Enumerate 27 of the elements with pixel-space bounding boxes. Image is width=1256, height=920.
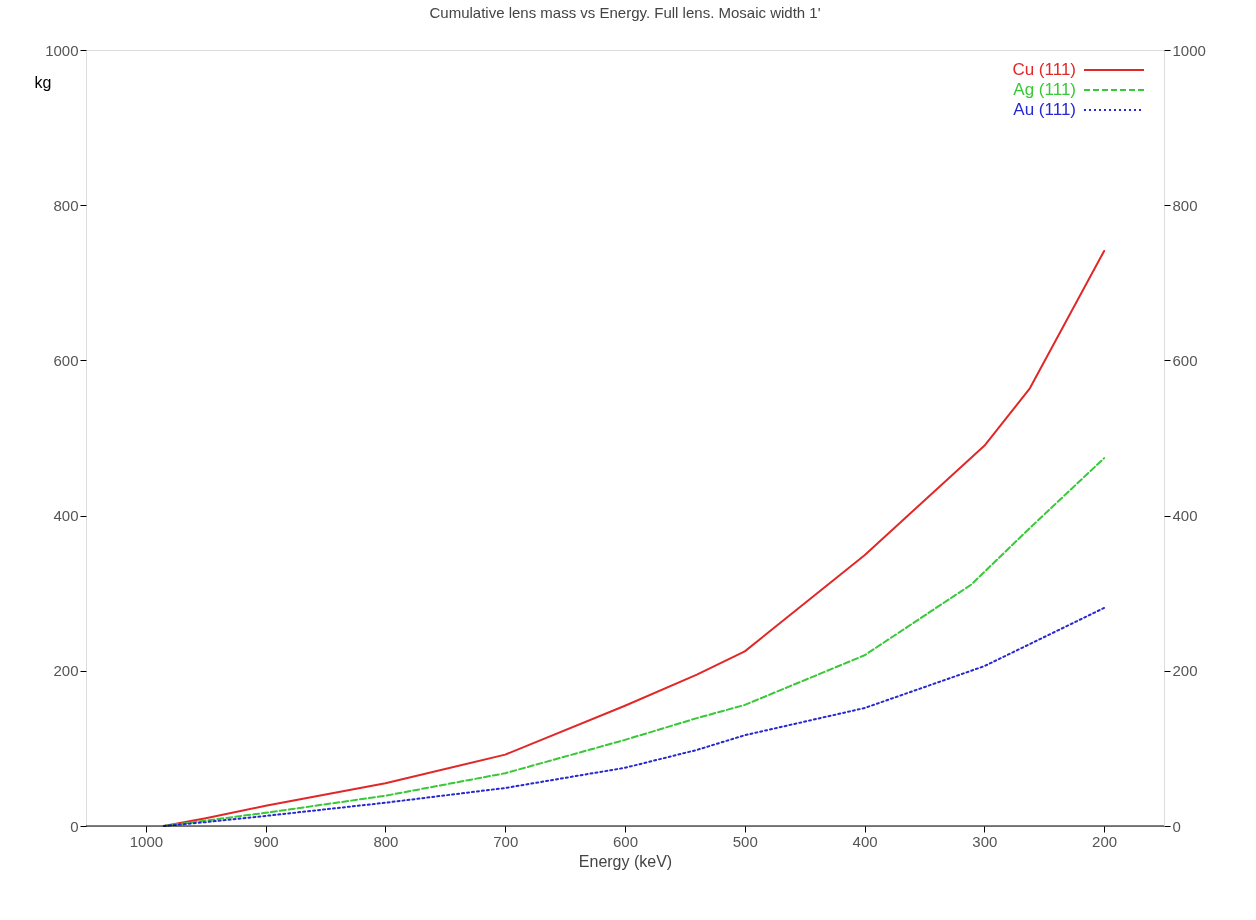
y-tick-label: 800 — [53, 196, 79, 214]
chart-title: Cumulative lens mass vs Energy. Full lens. Mosaic width 1' — [429, 4, 821, 21]
x-tick-label: 500 — [732, 832, 758, 850]
x-tick-label: 400 — [852, 832, 878, 850]
y2-tick-label: 600 — [1172, 351, 1198, 369]
y-axis-title: kg — [34, 73, 52, 91]
x-tick-label: 200 — [1092, 832, 1118, 850]
y-tick-label: 600 — [53, 351, 79, 369]
x-tick-label: 700 — [493, 832, 519, 850]
x-tick-label: 900 — [253, 832, 279, 850]
y2-tick-label: 800 — [1172, 196, 1198, 214]
y-tick-label: 400 — [53, 507, 79, 525]
y-tick-label: 1000 — [45, 41, 79, 59]
x-tick-label: 600 — [612, 832, 639, 850]
x-tick-label: 1000 — [129, 832, 164, 850]
y2-tick-label: 0 — [1172, 817, 1181, 835]
x-tick-label: 300 — [972, 832, 998, 850]
y2-tick-label: 400 — [1172, 507, 1198, 525]
legend-label: Cu (111) — [1012, 60, 1076, 79]
y2-tick-label: 200 — [1172, 662, 1198, 680]
x-axis-title: Energy (keV) — [578, 852, 673, 870]
y-tick-label: 200 — [53, 662, 79, 680]
legend-label: Au (111) — [1013, 100, 1076, 119]
legend-label: Ag (111) — [1013, 80, 1076, 99]
y2-tick-label: 1000 — [1172, 41, 1206, 59]
y-tick-label: 0 — [70, 817, 79, 835]
x-tick-label: 800 — [373, 832, 399, 850]
